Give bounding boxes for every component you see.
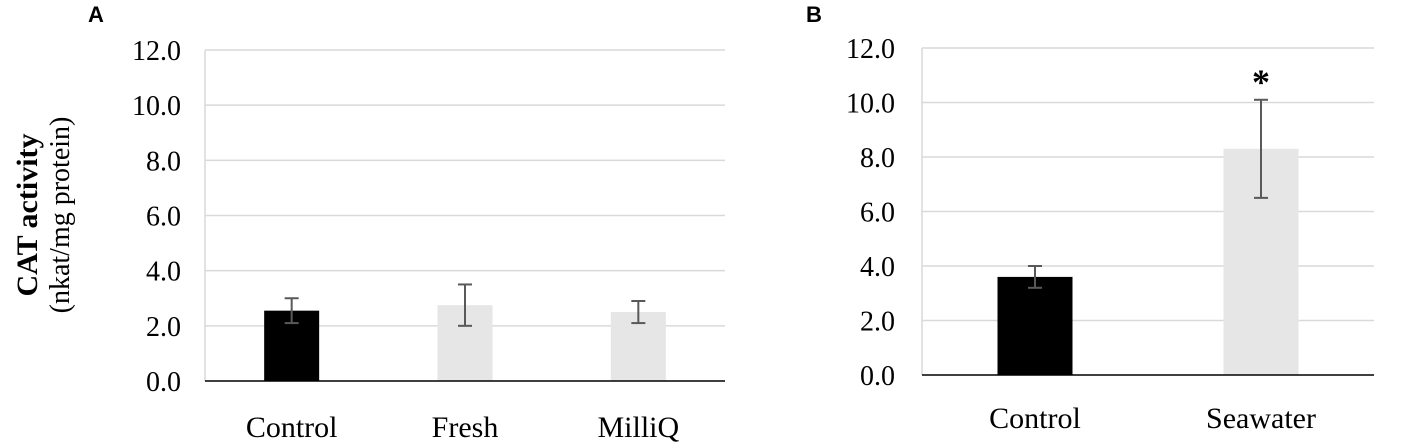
x-category-label: Control xyxy=(989,402,1081,435)
y-tick-label: 0.0 xyxy=(146,367,181,398)
y-tick-label: 8.0 xyxy=(860,143,895,174)
error-bar xyxy=(631,300,646,325)
panel-letter: B xyxy=(806,2,822,27)
panel-letter: A xyxy=(88,2,104,27)
y-tick-label: 10.0 xyxy=(132,91,181,122)
y-axis-label-main: CAT activity xyxy=(11,133,44,296)
y-tick-label: 0.0 xyxy=(860,361,895,392)
y-tick-label: 4.0 xyxy=(146,257,181,288)
y-tick-label: 10.0 xyxy=(846,89,895,120)
error-bar xyxy=(1254,98,1268,199)
y-tick-label: 4.0 xyxy=(860,252,895,283)
y-tick-label: 12.0 xyxy=(846,34,895,65)
x-category-label: Seawater xyxy=(1206,402,1316,435)
y-tick-label: 2.0 xyxy=(860,307,895,338)
x-category-label: Control xyxy=(246,411,338,444)
y-tick-label: 2.0 xyxy=(146,312,181,343)
error-bar xyxy=(284,297,299,325)
y-tick-label: 8.0 xyxy=(146,146,181,177)
chart-panel-b: B 0.0 2.0 4.0 6.0 8.0 10.0 12.0 Control * Seawater xyxy=(806,2,1374,435)
x-category-label: Fresh xyxy=(432,411,499,444)
bar xyxy=(997,276,1073,375)
chart-panel-a: A 0.0 2.0 4.0 6.0 8.0 10.0 12.0 Control Fresh Mill… xyxy=(88,2,725,444)
x-category-label: MilliQ xyxy=(597,411,679,444)
error-bar xyxy=(458,283,472,327)
y-axis-label-unit: (nkat/mg protein) xyxy=(45,117,76,314)
error-bar xyxy=(1028,265,1042,289)
y-tick-label: 6.0 xyxy=(146,202,181,233)
y-axis-label: CAT activity (nkat/mg protein) xyxy=(11,117,76,314)
y-tick-label: 12.0 xyxy=(132,36,181,67)
significance-marker: * xyxy=(1252,62,1270,102)
y-tick-label: 6.0 xyxy=(860,198,895,229)
